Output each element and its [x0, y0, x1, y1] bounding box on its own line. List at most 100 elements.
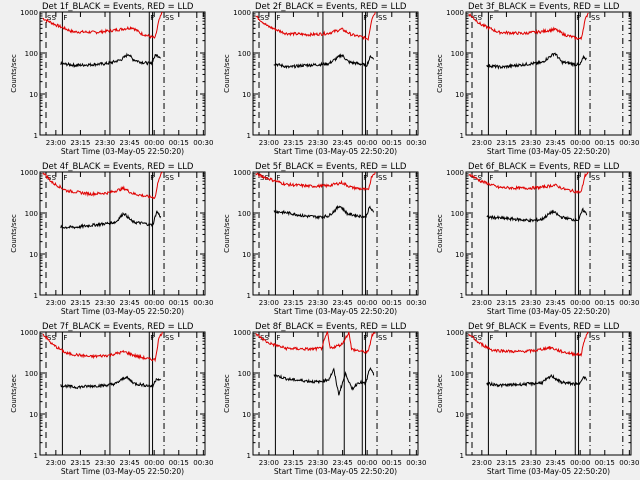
- x-tick-label: 23:30: [521, 459, 541, 467]
- x-tick-label: 00:30: [619, 459, 639, 467]
- y-tick-label: 100: [238, 210, 251, 218]
- x-axis-label: Start Time (03-May-05 22:50:20): [487, 467, 610, 476]
- y-tick-label: 100: [451, 210, 464, 218]
- count-rate-series: [486, 373, 588, 389]
- x-tick-label: 00:30: [619, 299, 639, 307]
- event-marker-label: F: [276, 14, 280, 22]
- y-tick-label: 100: [238, 370, 251, 378]
- y-tick-label: 1000: [20, 329, 38, 337]
- x-tick-label: 23:30: [308, 139, 328, 147]
- x-tick-label: 00:00: [357, 299, 377, 307]
- x-tick-label: 00:00: [144, 459, 164, 467]
- x-axis-label: Start Time (03-May-05 22:50:20): [274, 467, 397, 476]
- event-marker-label: SS: [378, 14, 387, 22]
- y-tick-label: 1: [34, 132, 38, 140]
- event-marker-label: SS: [260, 334, 269, 342]
- panel-title: Det 7f_BLACK = Events, RED = LLD: [42, 322, 194, 332]
- y-tick-label: 1: [247, 132, 251, 140]
- x-tick-label: 23:00: [46, 299, 66, 307]
- y-tick-label: 100: [238, 50, 251, 58]
- x-tick-label: 00:30: [193, 459, 213, 467]
- x-tick-label: 23:30: [95, 139, 115, 147]
- x-tick-label: 23:45: [120, 459, 140, 467]
- x-tick-label: 23:45: [120, 299, 140, 307]
- x-axis-label: Start Time (03-May-05 22:50:20): [61, 467, 184, 476]
- x-tick-label: 23:15: [496, 139, 516, 147]
- x-tick-label: 00:15: [382, 139, 402, 147]
- x-tick-label: 23:30: [521, 299, 541, 307]
- y-tick-label: 1: [34, 452, 38, 460]
- plot-frame: [39, 11, 206, 136]
- x-axis-label: Start Time (03-May-05 22:50:20): [61, 147, 184, 156]
- x-tick-label: 23:15: [70, 139, 90, 147]
- y-tick-label: 1000: [446, 9, 464, 17]
- y-tick-label: 100: [451, 50, 464, 58]
- count-rate-series: [273, 367, 375, 396]
- detector-panel: Det 4f_BLACK = Events, RED = LLD 1 10 100 10…: [10, 162, 213, 316]
- count-rate-series: [273, 204, 375, 220]
- x-tick-label: 23:30: [95, 299, 115, 307]
- x-tick-label: 00:15: [382, 459, 402, 467]
- x-axis-label: Start Time (03-May-05 22:50:20): [487, 307, 610, 316]
- y-axis-label: Counts/sec: [223, 214, 231, 253]
- y-tick-label: 10: [29, 91, 38, 99]
- panel-title: Det 5f_BLACK = Events, RED = LLD: [255, 162, 407, 172]
- y-axis-label: Counts/sec: [436, 214, 444, 253]
- x-tick-label: 00:15: [382, 299, 402, 307]
- x-tick-label: 00:30: [406, 299, 426, 307]
- event-marker-label: SS: [165, 174, 174, 182]
- y-axis-label: Counts/sec: [223, 374, 231, 413]
- event-marker-label: SS: [591, 14, 600, 22]
- x-tick-label: 00:15: [595, 299, 615, 307]
- x-tick-label: 23:00: [259, 459, 279, 467]
- event-marker-label: SS: [47, 14, 56, 22]
- x-tick-label: 23:00: [472, 139, 492, 147]
- panel-title: Det 1f_BLACK = Events, RED = LLD: [42, 2, 194, 12]
- x-tick-label: 23:15: [70, 459, 90, 467]
- panel-title: Det 4f_BLACK = Events, RED = LLD: [42, 162, 194, 172]
- event-marker-label: F: [63, 334, 67, 342]
- y-tick-label: 1: [34, 292, 38, 300]
- count-rate-series: [468, 171, 589, 195]
- event-marker-label: SS: [378, 334, 387, 342]
- y-tick-label: 10: [455, 411, 464, 419]
- x-tick-label: 23:45: [546, 459, 566, 467]
- detector-panel: Det 3f_BLACK = Events, RED = LLD 1 10 100 10…: [436, 2, 639, 156]
- count-rate-series: [255, 330, 376, 355]
- plot-frame: [39, 171, 206, 296]
- y-tick-label: 1000: [233, 329, 251, 337]
- event-marker-label: F: [63, 14, 67, 22]
- panel-title: Det 2f_BLACK = Events, RED = LLD: [255, 2, 407, 12]
- x-tick-label: 23:15: [283, 139, 303, 147]
- x-tick-label: 00:15: [169, 299, 189, 307]
- x-tick-label: 00:00: [357, 139, 377, 147]
- count-rate-series: [60, 52, 161, 68]
- x-tick-label: 23:00: [46, 139, 66, 147]
- x-tick-label: 23:15: [283, 299, 303, 307]
- count-rate-series: [42, 171, 163, 200]
- plot-frame: [252, 11, 419, 136]
- x-tick-label: 23:30: [308, 299, 328, 307]
- x-tick-label: 00:30: [406, 139, 426, 147]
- x-tick-label: 00:30: [193, 139, 213, 147]
- y-tick-label: 10: [455, 91, 464, 99]
- plot-frame: [39, 331, 206, 456]
- y-tick-label: 10: [29, 251, 38, 259]
- y-tick-label: 10: [455, 251, 464, 259]
- x-tick-label: 00:15: [595, 459, 615, 467]
- x-axis-label: Start Time (03-May-05 22:50:20): [274, 147, 397, 156]
- plot-frame: [465, 171, 632, 296]
- count-rate-series: [468, 331, 589, 357]
- y-tick-label: 1000: [446, 169, 464, 177]
- y-tick-label: 100: [25, 370, 38, 378]
- panel-title: Det 9f_BLACK = Events, RED = LLD: [468, 322, 620, 332]
- y-tick-label: 10: [242, 411, 251, 419]
- y-tick-label: 10: [242, 91, 251, 99]
- x-tick-label: 23:00: [472, 459, 492, 467]
- event-marker-label: F: [276, 174, 280, 182]
- x-tick-label: 00:00: [570, 139, 590, 147]
- plot-frame: [465, 11, 632, 136]
- y-axis-label: Counts/sec: [436, 54, 444, 93]
- x-tick-label: 23:45: [333, 139, 353, 147]
- x-tick-label: 00:15: [169, 459, 189, 467]
